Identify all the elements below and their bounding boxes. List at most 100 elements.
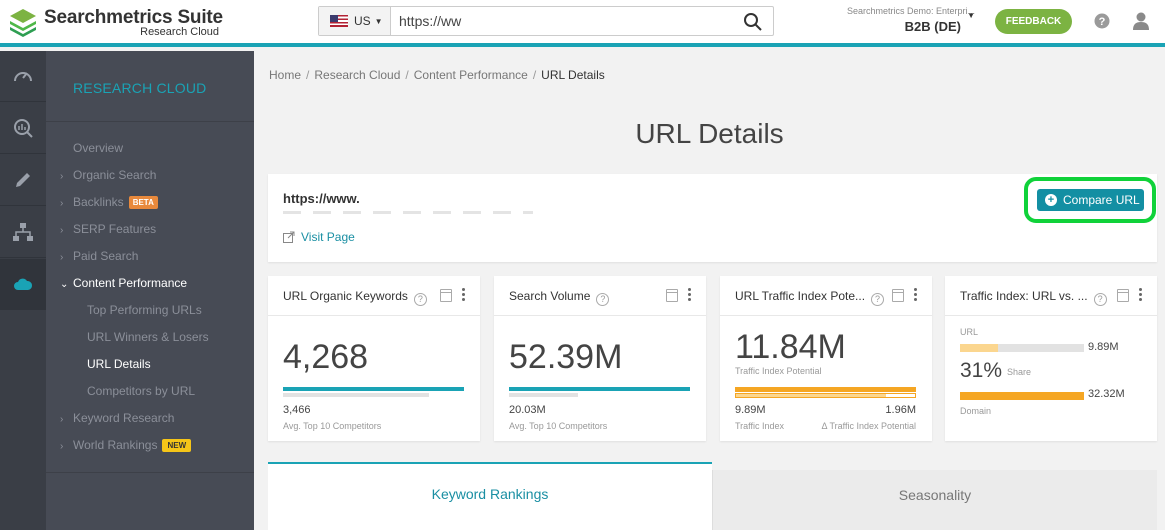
metric-title: Search Volume <box>509 289 591 303</box>
visit-page-link[interactable]: Visit Page <box>283 230 355 244</box>
rail-analytics[interactable] <box>0 103 46 154</box>
traffic-index-bar <box>735 393 916 398</box>
sidebar-item-label: Paid Search <box>73 249 139 263</box>
calendar-icon[interactable] <box>892 289 904 302</box>
rail-structure[interactable] <box>0 207 46 258</box>
breadcrumb-separator: / <box>532 68 537 82</box>
rail-dashboard[interactable] <box>0 51 46 102</box>
url-input[interactable] <box>399 12 719 30</box>
calendar-icon[interactable] <box>440 289 452 302</box>
sidebar-title: RESEARCH CLOUD <box>73 80 207 96</box>
metric-card-traffic-index-potential: URL Traffic Index Pote...? 11.84M Traffi… <box>720 276 932 441</box>
sidebar-item-paid-search[interactable]: › Paid Search <box>60 249 138 263</box>
beta-badge: BETA <box>128 196 158 209</box>
competitor-value: 20.03M <box>509 404 546 416</box>
caret-down-icon: ▼ <box>374 16 383 26</box>
help-icon[interactable]: ? <box>596 293 610 306</box>
logo-icon <box>10 9 36 37</box>
breadcrumb-home[interactable]: Home <box>269 68 302 82</box>
more-options-icon[interactable] <box>914 288 918 302</box>
url-bar <box>283 387 464 391</box>
cloud-icon <box>14 278 33 290</box>
sidebar-item-organic-search[interactable]: › Organic Search <box>60 168 156 182</box>
sidebar-item-overview[interactable]: Overview <box>73 141 123 155</box>
help-icon[interactable]: ? <box>871 293 885 306</box>
logo[interactable]: Searchmetrics Suite Research Cloud <box>8 5 223 41</box>
metric-value: 11.84M <box>735 328 846 366</box>
breadcrumb-content-performance[interactable]: Content Performance <box>413 68 528 82</box>
competitor-bar <box>283 393 429 397</box>
sidebar-item-content-performance[interactable]: ⌄ Content Performance <box>60 276 187 290</box>
metric-header: Search Volume? <box>494 276 706 316</box>
metric-title-row: Traffic Index: URL vs. ...? <box>960 289 1107 306</box>
help-icon[interactable]: ? <box>413 293 427 306</box>
account-project: Searchmetrics Demo: Enterpri... <box>846 6 975 16</box>
top-header: Searchmetrics Suite Research Cloud US ▼ … <box>0 0 1165 47</box>
feedback-button[interactable]: FEEDBACK <box>995 9 1072 34</box>
chevron-right-icon: › <box>60 441 64 452</box>
more-options-icon[interactable] <box>688 288 692 302</box>
chevron-down-icon: ⌄ <box>60 279 69 290</box>
search-icon[interactable] <box>743 12 763 32</box>
account-name: B2B (DE) <box>904 19 961 34</box>
potential-bar <box>735 387 916 392</box>
sidebar-subitem-competitors-by-url[interactable]: Competitors by URL <box>87 384 196 398</box>
sidebar-subitem-url-details[interactable]: URL Details <box>87 357 151 371</box>
sitemap-icon <box>13 223 33 241</box>
tab-keyword-rankings[interactable]: Keyword Rankings <box>268 462 712 530</box>
account-name-row: B2B (DE) ▼ <box>800 11 975 34</box>
competitor-bar <box>509 393 578 397</box>
tab-seasonality[interactable]: Seasonality <box>712 470 1157 530</box>
competitor-label: Avg. Top 10 Competitors <box>283 421 382 431</box>
rail-content[interactable] <box>0 155 46 206</box>
breadcrumb-research-cloud[interactable]: Research Cloud <box>314 68 401 82</box>
compare-url-button[interactable]: + Compare URL <box>1037 189 1144 211</box>
url-text: https://www. <box>283 191 360 206</box>
sidebar-item-serp-features[interactable]: › SERP Features <box>60 222 156 236</box>
metric-header: URL Traffic Index Pote...? <box>720 276 932 316</box>
breadcrumb-separator: / <box>306 68 310 82</box>
calendar-icon[interactable] <box>666 289 678 302</box>
traffic-index-label: Traffic Index <box>735 421 785 431</box>
help-icon[interactable]: ? <box>1093 293 1107 306</box>
metric-card-traffic-url-vs-domain: Traffic Index: URL vs. ...? URL 9.89M 31… <box>945 276 1157 441</box>
user-icon[interactable] <box>1132 11 1150 31</box>
metric-title-row: Search Volume? <box>509 289 610 306</box>
chevron-right-icon: › <box>60 414 64 425</box>
more-options-icon[interactable] <box>462 288 466 302</box>
delta-potential-label: Δ Traffic Index Potential <box>821 421 916 431</box>
sidebar-subitem-url-winners-losers[interactable]: URL Winners & Losers <box>87 330 209 344</box>
sidebar-item-keyword-research[interactable]: › Keyword Research <box>60 411 174 425</box>
calendar-icon[interactable] <box>1117 289 1129 302</box>
metric-value: 52.39M <box>509 338 623 376</box>
chevron-right-icon: › <box>60 252 64 263</box>
traffic-index-value: 9.89M <box>735 404 766 416</box>
metric-header: URL Organic Keywords? <box>268 276 480 316</box>
sidebar-item-label: Keyword Research <box>73 411 175 425</box>
sidebar-divider <box>46 472 254 473</box>
sidebar: RESEARCH CLOUD Overview › Organic Search … <box>46 51 254 530</box>
sidebar-divider <box>46 121 254 122</box>
compare-highlight <box>1024 177 1156 223</box>
rail-research-cloud[interactable] <box>0 259 46 310</box>
logo-title: Searchmetrics Suite <box>44 7 223 28</box>
help-icon[interactable]: ? <box>1094 13 1110 29</box>
sidebar-item-world-rankings[interactable]: › World Rankings NEW <box>60 438 192 452</box>
breadcrumb: Home / Research Cloud / Content Performance /… <box>269 68 605 82</box>
sidebar-item-backlinks[interactable]: › Backlinks BETA <box>60 195 158 209</box>
pencil-icon <box>16 173 30 187</box>
competitor-label: Avg. Top 10 Competitors <box>509 421 608 431</box>
country-selector[interactable]: US ▼ <box>319 7 391 35</box>
metric-title-row: URL Organic Keywords? <box>283 289 427 306</box>
visit-page-label: Visit Page <box>301 230 355 244</box>
traffic-index-fill <box>736 394 886 397</box>
account-switcher[interactable]: Searchmetrics Demo: Enterpri... B2B (DE)… <box>800 6 975 34</box>
url-title-redacted <box>283 211 533 214</box>
plus-circle-icon: + <box>1045 194 1057 206</box>
country-code: US <box>354 14 371 28</box>
delta-potential-value: 1.96M <box>885 404 916 416</box>
sidebar-subitem-top-performing-urls[interactable]: Top Performing URLs <box>87 303 202 317</box>
metric-title: Traffic Index: URL vs. ... <box>960 289 1088 303</box>
more-options-icon[interactable] <box>1139 288 1143 302</box>
url-search-bar: US ▼ <box>318 6 774 36</box>
